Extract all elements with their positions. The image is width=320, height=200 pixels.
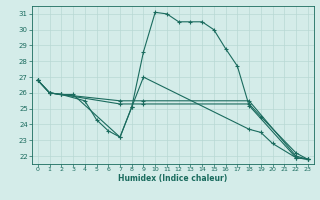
X-axis label: Humidex (Indice chaleur): Humidex (Indice chaleur) (118, 174, 228, 183)
